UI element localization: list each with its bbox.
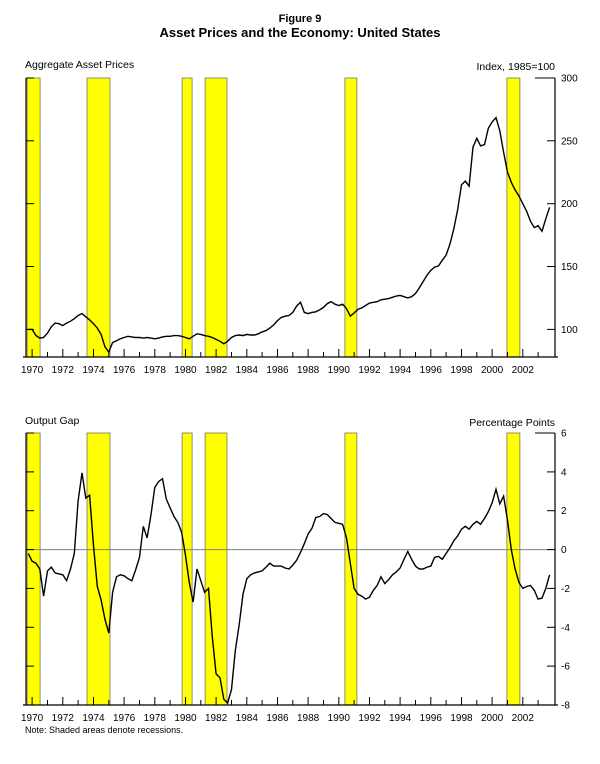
x-tick-label: 1984 xyxy=(236,365,259,376)
x-tick-label: 1978 xyxy=(144,365,167,376)
x-tick-label: 1988 xyxy=(297,713,320,724)
output-gap-chart-title: Output Gap xyxy=(25,415,80,427)
y-tick-label: 150 xyxy=(561,262,578,273)
recession-band xyxy=(26,77,41,358)
y-tick-label: -4 xyxy=(561,623,570,634)
recession-band xyxy=(204,77,228,358)
x-tick-label: 1996 xyxy=(420,713,443,724)
y-tick-label: 300 xyxy=(561,74,578,85)
x-tick-label: 1974 xyxy=(82,365,105,376)
x-tick-label: 1970 xyxy=(21,713,44,724)
x-tick-label: 1976 xyxy=(113,713,136,724)
x-tick-label: 1988 xyxy=(297,365,320,376)
recession-band xyxy=(506,432,521,706)
x-tick-label: 1990 xyxy=(328,713,351,724)
y-tick-label: 200 xyxy=(561,199,578,210)
y-tick-label: 100 xyxy=(561,325,578,336)
asset-prices-line xyxy=(28,116,551,354)
figure-number: Figure 9 xyxy=(278,13,322,25)
x-tick-label: 1986 xyxy=(266,365,289,376)
x-tick-label: 1978 xyxy=(144,713,167,724)
y-tick-label: 6 xyxy=(561,429,567,440)
x-tick-label: 1980 xyxy=(174,365,197,376)
recession-band xyxy=(86,432,111,706)
y-tick-label: 250 xyxy=(561,136,578,147)
asset-prices-chart-title: Aggregate Asset Prices xyxy=(25,59,135,71)
y-tick-label: -2 xyxy=(561,584,570,595)
recession-band xyxy=(204,432,228,706)
x-tick-label: 1994 xyxy=(389,713,412,724)
x-tick-label: 1974 xyxy=(82,713,105,724)
y-tick-label: 0 xyxy=(561,545,567,556)
x-tick-label: 1992 xyxy=(358,365,381,376)
x-tick-label: 1970 xyxy=(21,365,44,376)
footnote: Note: Shaded areas denote recessions. xyxy=(25,725,184,735)
x-tick-label: 1972 xyxy=(52,365,75,376)
x-tick-label: 1980 xyxy=(174,713,197,724)
y-tick-label: 2 xyxy=(561,506,567,517)
x-tick-label: 1990 xyxy=(328,365,351,376)
x-tick-label: 2000 xyxy=(481,365,504,376)
recession-band xyxy=(26,432,41,706)
x-tick-label: 2002 xyxy=(512,365,535,376)
x-tick-label: 1998 xyxy=(450,713,473,724)
x-tick-label: 2000 xyxy=(481,713,504,724)
recession-band xyxy=(506,77,521,358)
output-gap-line xyxy=(27,472,551,705)
x-tick-label: 1976 xyxy=(113,365,136,376)
recession-band xyxy=(86,77,111,358)
y-tick-label: -8 xyxy=(561,701,570,712)
recession-band xyxy=(181,77,193,358)
x-tick-label: 1998 xyxy=(450,365,473,376)
x-tick-label: 1986 xyxy=(266,713,289,724)
asset-prices-unit-label: Index, 1985=100 xyxy=(476,61,555,73)
x-tick-label: 1972 xyxy=(52,713,75,724)
y-tick-label: 4 xyxy=(561,467,567,478)
y-tick-label: -6 xyxy=(561,662,570,673)
x-tick-label: 1994 xyxy=(389,365,412,376)
x-tick-label: 1984 xyxy=(236,713,259,724)
x-tick-label: 1992 xyxy=(358,713,381,724)
x-tick-label: 1982 xyxy=(205,713,228,724)
figure-title: Asset Prices and the Economy: United Sta… xyxy=(159,25,441,40)
output-gap-unit-label: Percentage Points xyxy=(469,417,555,429)
x-tick-label: 2002 xyxy=(512,713,535,724)
x-tick-label: 1996 xyxy=(420,365,443,376)
x-tick-label: 1982 xyxy=(205,365,228,376)
